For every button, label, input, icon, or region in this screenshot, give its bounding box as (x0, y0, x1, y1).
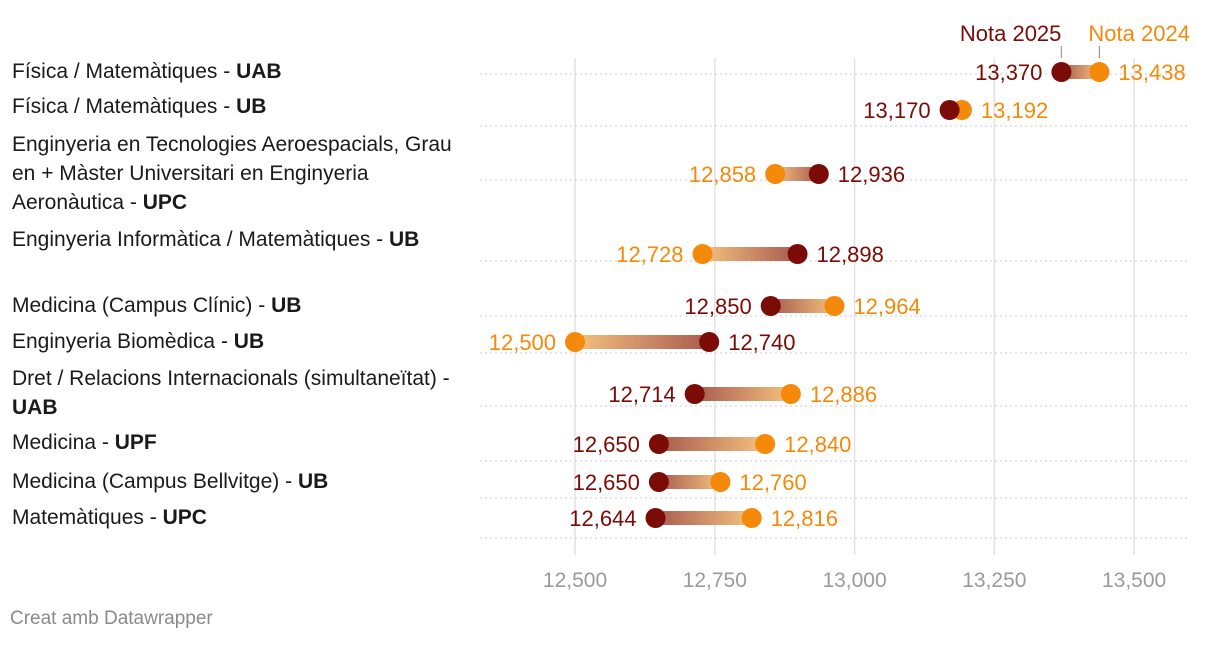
row-label-university: UB (297, 470, 329, 493)
dot-nota2024 (741, 508, 762, 528)
value-label-nota2025: 12,936 (838, 162, 905, 187)
row-label-university: UAB (236, 60, 282, 83)
dot-nota2025 (760, 296, 781, 316)
credit: Creat amb Datawrapper (10, 608, 213, 629)
dot-nota2025 (1051, 62, 1072, 82)
dot-nota2025 (648, 472, 669, 492)
dot-nota2025 (808, 164, 829, 184)
value-label-nota2025: 12,850 (684, 294, 751, 319)
range-bar (1061, 65, 1100, 79)
row-label: Dret / Relacions Internacionals (simulta… (12, 364, 474, 422)
value-label-nota2024: 12,500 (489, 330, 556, 355)
range-bar (575, 335, 710, 349)
value-label-nota2024: 12,840 (784, 432, 851, 457)
row-label: Enginyeria Informàtica / Matemàtiques - … (12, 225, 474, 254)
row-label-name: Matemàtiques - (12, 506, 163, 529)
row-label-name: Dret / Relacions Internacionals (simulta… (12, 367, 450, 390)
dot-nota2025 (648, 434, 669, 454)
value-label-nota2025: 12,714 (608, 382, 675, 407)
value-label-nota2025: 12,740 (728, 330, 795, 355)
range-bar (658, 475, 721, 489)
range-bar (770, 299, 835, 313)
grid-layer (574, 58, 1135, 555)
dot-nota2025 (699, 332, 720, 352)
value-label-nota2024: 12,886 (810, 382, 877, 407)
row-label-name: Física / Matemàtiques - (12, 95, 237, 118)
dot-nota2024 (824, 296, 845, 316)
dot-nota2024 (765, 164, 786, 184)
dot-nota2025 (684, 384, 705, 404)
value-label-nota2024: 12,816 (771, 506, 838, 531)
value-label-nota2025: 12,898 (817, 242, 884, 267)
row-label-name: Enginyeria Biomèdica - (12, 330, 234, 353)
range-bar (694, 387, 791, 401)
dot-nota2024 (692, 244, 713, 264)
x-tick-label: 12,500 (543, 569, 607, 592)
row-label-name: Medicina - (12, 431, 115, 454)
axis-layer: 12,500 12,750 13,000 13,250 13,500 (543, 569, 1166, 592)
value-label-nota2025: 12,644 (569, 506, 636, 531)
dot-nota2024 (755, 434, 776, 454)
bars-layer (575, 65, 1100, 525)
row-label: Medicina - UPF (12, 428, 474, 457)
dot-nota2024 (780, 384, 801, 404)
value-label-nota2025: 13,370 (975, 60, 1042, 85)
value-label-nota2025: 13,170 (863, 98, 930, 123)
x-tick-label: 13,250 (962, 569, 1026, 592)
value-label-nota2024: 12,858 (689, 162, 756, 187)
dot-nota2025 (939, 100, 960, 120)
value-label-nota2025: 12,650 (573, 470, 640, 495)
range-bar (775, 167, 819, 181)
value-label-nota2025: 12,650 (573, 432, 640, 457)
legend-nota2025: Nota 2025 (960, 21, 1062, 46)
row-label: Medicina (Campus Bellvitge) - UB (12, 467, 474, 496)
dot-nota2024 (565, 332, 586, 352)
row-label-university: UB (389, 228, 420, 251)
row-label: Matemàtiques - UPC (12, 503, 474, 532)
row-label-university: UPC (142, 191, 188, 214)
row-label: Física / Matemàtiques - UB (12, 92, 474, 121)
values-layer: 13,370 13,438 13,170 13,192 12,858 12,936 12,7… (489, 60, 1186, 531)
value-label-nota2024: 13,438 (1118, 60, 1185, 85)
dots-layer (565, 62, 1110, 528)
row-label-university: UB (233, 330, 265, 353)
row-label-name: Medicina (Campus Clínic) - (12, 294, 272, 317)
row-label-university: UPC (162, 506, 207, 529)
row-label: Enginyeria en Tecnologies Aeroespacials,… (12, 130, 474, 217)
row-label-university: UAB (12, 396, 58, 419)
row-label-name: Física / Matemàtiques - (12, 60, 237, 83)
row-label-university: UPF (114, 431, 157, 454)
row-label-name: Medicina (Campus Bellvitge) - (12, 470, 298, 493)
dot-nota2025 (645, 508, 666, 528)
row-label: Enginyeria Biomèdica - UB (12, 327, 474, 356)
row-label-name: Enginyeria Informàtica / Matemàtiques - (12, 228, 389, 251)
row-label: Medicina (Campus Clínic) - UB (12, 291, 474, 320)
value-label-nota2024: 12,728 (616, 242, 683, 267)
row-label-university: UB (271, 294, 302, 317)
row-label-name: Enginyeria en Tecnologies Aeroespacials,… (12, 133, 452, 214)
x-tick-label: 12,750 (683, 569, 747, 592)
x-tick-label: 13,000 (822, 569, 886, 592)
dot-nota2024 (1089, 62, 1110, 82)
x-tick-label: 13,500 (1102, 569, 1166, 592)
legend-nota2024: Nota 2024 (1088, 21, 1190, 46)
value-label-nota2024: 13,192 (981, 98, 1048, 123)
row-label: Física / Matemàtiques - UAB (12, 57, 474, 86)
range-bar (702, 247, 798, 261)
value-label-nota2024: 12,760 (739, 470, 806, 495)
range-bar (658, 437, 766, 451)
value-label-nota2024: 12,964 (853, 294, 920, 319)
row-label-university: UB (236, 95, 267, 118)
dot-nota2025 (787, 244, 808, 264)
legend-layer: Nota 2025 Nota 2024 (960, 21, 1190, 58)
dot-nota2024 (710, 472, 731, 492)
range-bar (655, 511, 752, 525)
